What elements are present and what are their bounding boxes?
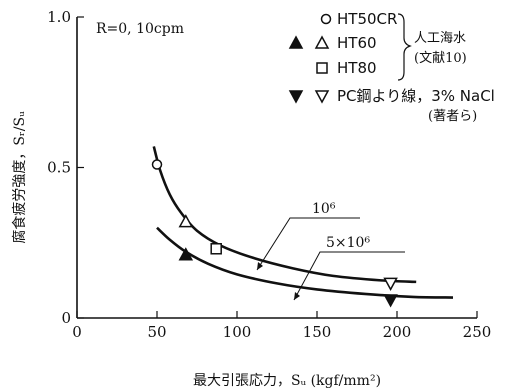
x-tick-label: 200 bbox=[383, 323, 412, 341]
legend-marker bbox=[314, 90, 330, 104]
condition-text: R=0, 10cpm bbox=[96, 21, 184, 37]
curves bbox=[152, 146, 454, 299]
legend-brace bbox=[397, 13, 412, 81]
data-point-triangle bbox=[178, 247, 194, 261]
y-tick-label: 1.0 bbox=[47, 8, 71, 26]
data-point-inverted-triangle bbox=[383, 277, 398, 291]
y-tick-label: 0 bbox=[61, 309, 71, 327]
markers bbox=[151, 159, 398, 308]
x-tick-label: 250 bbox=[463, 323, 492, 341]
data-point-open-square bbox=[210, 243, 222, 255]
axes: 0 50 100 150 200 250 0 0.5 1.0 最大引張応力，Sᵤ (kgf/mm²… bbox=[11, 8, 491, 389]
legend-marker bbox=[314, 35, 330, 49]
legend-group-sub: (著者ら) bbox=[428, 109, 477, 124]
legend-label: HT50CR bbox=[337, 10, 397, 28]
leader-line bbox=[293, 251, 405, 301]
legend-marker bbox=[316, 62, 328, 74]
legend-marker bbox=[320, 13, 332, 25]
curve-label: 5×10⁶ bbox=[326, 235, 370, 251]
data-point-inverted-triangle bbox=[383, 294, 398, 308]
legend-marker bbox=[288, 90, 304, 104]
leader-arrow bbox=[294, 292, 300, 300]
legend-label: PC鋼より線，3% NaCl bbox=[337, 87, 495, 105]
x-tick-label: 150 bbox=[303, 323, 332, 341]
x-tick-label: 0 bbox=[72, 323, 82, 341]
legend-group-sub: (文献10) bbox=[414, 51, 467, 66]
legend-label: HT60 bbox=[337, 34, 377, 52]
legend-group-label: 人工海水 bbox=[414, 31, 466, 46]
data-point-triangle bbox=[178, 214, 194, 228]
legend: HT50CR HT60 HT80 PC鋼より線，3% NaCl 人工海水 (文献10) (著… bbox=[288, 10, 495, 124]
y-tick-label: 0.5 bbox=[47, 159, 71, 177]
leader-line bbox=[256, 217, 360, 271]
annotations: 10⁶ 5×10⁶ bbox=[256, 201, 405, 301]
fit-curve-1 bbox=[156, 226, 454, 299]
legend-label: HT80 bbox=[337, 59, 377, 77]
fit-curve-0 bbox=[152, 146, 417, 284]
data-point-open-circle bbox=[151, 159, 163, 170]
curve-label: 10⁶ bbox=[312, 201, 336, 217]
legend-marker bbox=[288, 35, 304, 49]
leader-arrow bbox=[257, 262, 263, 270]
y-axis-label: 腐食疲労強度，Sᵣ/Sᵤ bbox=[11, 111, 28, 244]
x-tick-label: 100 bbox=[223, 323, 252, 341]
x-tick-label: 50 bbox=[147, 323, 166, 341]
x-axis-label: 最大引張応力，Sᵤ (kgf/mm²) bbox=[193, 373, 381, 389]
